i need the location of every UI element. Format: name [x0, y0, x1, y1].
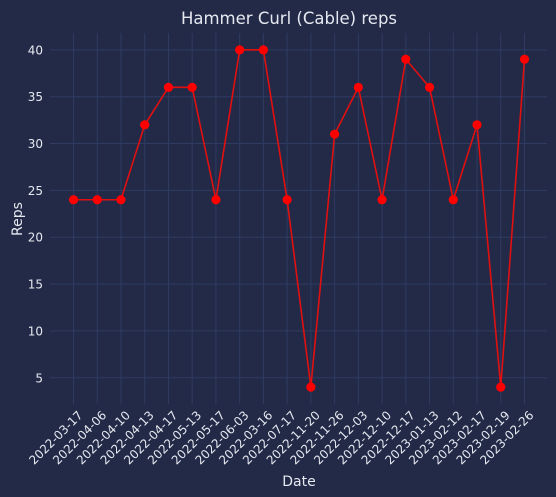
y-tick-label: 15: [28, 278, 43, 292]
y-axis-ticks: 5 10 15 20 25 30 35 40: [28, 43, 43, 385]
grid: [50, 33, 547, 404]
data-point: [448, 195, 458, 205]
y-tick-label: 30: [28, 137, 43, 151]
data-point: [187, 82, 197, 92]
data-point: [92, 195, 102, 205]
y-tick-label: 10: [28, 324, 43, 338]
data-point: [424, 82, 435, 92]
data-point: [116, 195, 126, 205]
data-point: [401, 54, 411, 64]
data-point: [330, 129, 340, 139]
data-point: [211, 195, 221, 205]
series-line: [73, 49, 526, 388]
data-point: [282, 195, 292, 205]
y-tick-label: 20: [28, 231, 43, 245]
data-point: [68, 195, 79, 205]
y-tick-label: 25: [28, 184, 43, 198]
data-point: [258, 45, 268, 55]
data-point: [377, 195, 387, 205]
data-point: [519, 54, 530, 64]
series-layer: [68, 45, 530, 392]
chart-title: Hammer Curl (Cable) reps: [181, 9, 397, 28]
y-tick-label: 35: [28, 90, 43, 104]
data-point: [353, 82, 363, 92]
x-axis-ticks: 2022-03-172022-04-062022-04-102022-04-13…: [26, 408, 536, 467]
x-axis-title: Date: [282, 474, 315, 490]
data-point: [306, 382, 316, 392]
data-point: [140, 120, 150, 130]
y-tick-label: 40: [28, 43, 43, 57]
data-point: [235, 45, 245, 55]
y-tick-label: 5: [35, 371, 43, 385]
data-point: [496, 382, 506, 392]
y-axis-title: Reps: [10, 202, 26, 236]
data-point: [163, 82, 174, 92]
data-point: [472, 120, 482, 130]
